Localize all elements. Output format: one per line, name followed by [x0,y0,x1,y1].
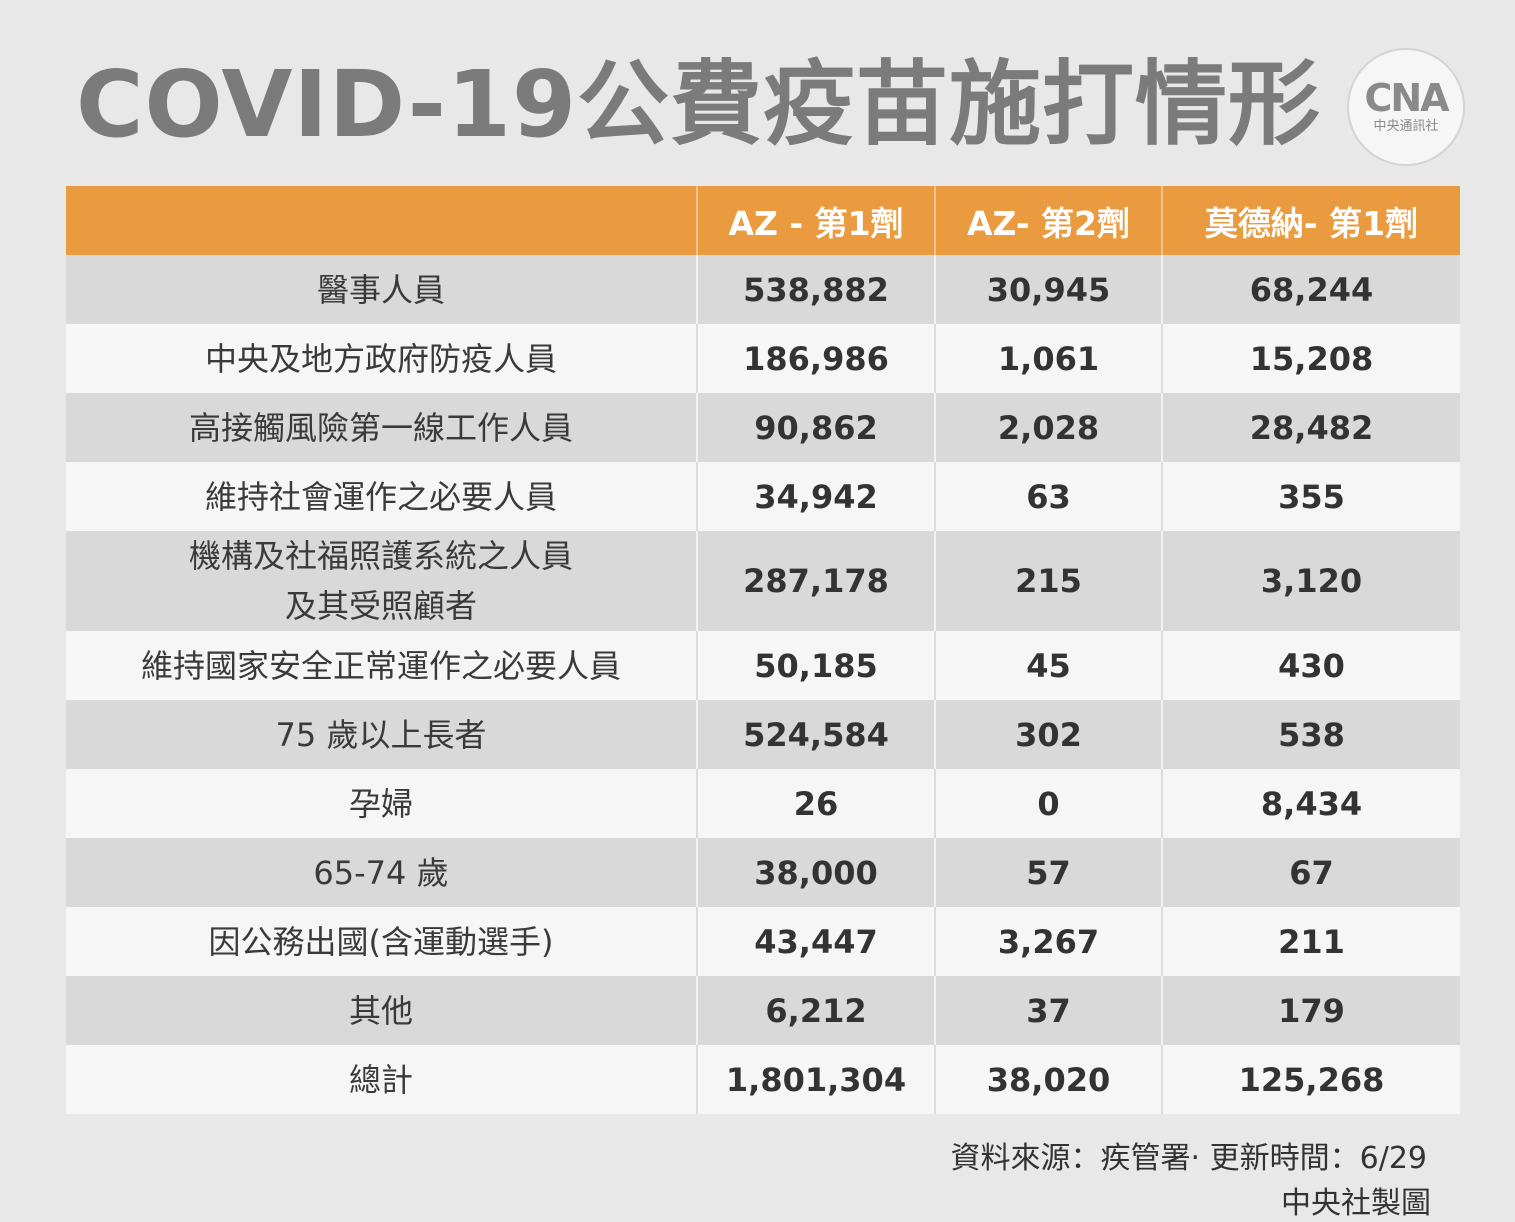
cell-moderna-dose1: 179 [1161,976,1460,1045]
row-label: 高接觸風險第一線工作人員 [66,393,697,462]
row-label-line: 總計 [348,1060,413,1099]
row-label-line: 高接觸風險第一線工作人員 [188,408,573,447]
row-label: 醫事人員 [66,255,697,324]
table-row: 維持國家安全正常運作之必要人員 50,185 45 430 [66,631,1460,700]
cell-az-dose2: 302 [934,700,1162,769]
row-label-line-2: 及其受照顧者 [284,587,477,625]
header-cell-category [66,186,697,255]
table-row: 高接觸風險第一線工作人員 90,862 2,028 28,482 [66,393,1460,462]
table-row: 75 歲以上長者 524,584 302 538 [66,700,1460,769]
cell-moderna-dose1: 355 [1161,462,1460,531]
cell-az-dose2: 1,061 [934,324,1162,393]
cell-az-dose1: 26 [696,769,935,838]
row-label-line: 孕婦 [348,784,413,823]
cell-az-dose1: 50,185 [696,631,935,700]
cell-moderna-dose1: 67 [1161,838,1460,907]
row-label: 65-74 歲 [66,838,697,907]
cell-az-dose1: 186,986 [696,324,935,393]
cell-moderna-dose1: 125,268 [1161,1045,1460,1114]
row-label: 其他 [66,976,697,1045]
cell-az-dose1: 287,178 [696,531,935,631]
row-label: 維持國家安全正常運作之必要人員 [66,631,697,700]
cell-moderna-dose1: 3,120 [1161,531,1460,631]
row-label-line: 中央及地方政府防疫人員 [204,339,557,378]
header-cell-moderna-dose1: 莫德納- 第1劑 [1161,186,1460,255]
row-label: 機構及社福照護系統之人員 及其受照顧者 [66,531,697,631]
row-label: 75 歲以上長者 [66,700,697,769]
cell-az-dose1: 34,942 [696,462,935,531]
cell-moderna-dose1: 15,208 [1161,324,1460,393]
cell-az-dose2: 3,267 [934,907,1162,976]
cell-az-dose2: 2,028 [934,393,1162,462]
cell-az-dose2: 37 [934,976,1162,1045]
row-label-line: 醫事人員 [316,270,445,309]
cna-logo: CNA 中央通訊社 [1347,48,1465,166]
cell-az-dose2: 45 [934,631,1162,700]
logo-subtitle: 中央通訊社 [1373,119,1439,134]
cell-az-dose1: 90,862 [696,393,935,462]
logo-mark: CNA [1364,76,1449,120]
cell-moderna-dose1: 28,482 [1161,393,1460,462]
header-cell-az-dose2: AZ- 第2劑 [934,186,1162,255]
row-label: 總計 [66,1045,697,1114]
cell-az-dose2: 57 [934,838,1162,907]
row-label: 因公務出國(含運動選手) [66,907,697,976]
cell-moderna-dose1: 68,244 [1161,255,1460,324]
header-cell-az-dose1: AZ - 第1劑 [696,186,935,255]
row-label-line: 維持國家安全正常運作之必要人員 [140,646,621,685]
cell-moderna-dose1: 430 [1161,631,1460,700]
table-row: 維持社會運作之必要人員 34,942 63 355 [66,462,1460,531]
cell-moderna-dose1: 211 [1161,907,1460,976]
cell-az-dose1: 538,882 [696,255,935,324]
cell-az-dose2: 0 [934,769,1162,838]
table-row: 其他 6,212 37 179 [66,976,1460,1045]
table-row: 孕婦 26 0 8,434 [66,769,1460,838]
vaccination-table: AZ - 第1劑 AZ- 第2劑 莫德納- 第1劑 醫事人員 538,882 30,… [66,186,1460,1114]
row-label-line: 因公務出國(含運動選手) [208,922,554,961]
table-row: 機構及社福照護系統之人員 及其受照顧者 287,178 215 3,120 [66,531,1460,631]
table-row: 因公務出國(含運動選手) 43,447 3,267 211 [66,907,1460,976]
row-label-line: 機構及社福照護系統之人員 [188,537,573,575]
cell-az-dose2: 63 [934,462,1162,531]
cell-az-dose2: 215 [934,531,1162,631]
row-label-line: 65-74 歲 [313,853,449,892]
table-row: 65-74 歲 38,000 57 67 [66,838,1460,907]
row-label: 孕婦 [66,769,697,838]
row-label: 維持社會運作之必要人員 [66,462,697,531]
cell-az-dose1: 1,801,304 [696,1045,935,1114]
table-row: 醫事人員 538,882 30,945 68,244 [66,255,1460,324]
cell-moderna-dose1: 8,434 [1161,769,1460,838]
cell-az-dose2: 30,945 [934,255,1162,324]
cell-az-dose1: 43,447 [696,907,935,976]
row-label-line: 其他 [348,991,413,1030]
table-row: 中央及地方政府防疫人員 186,986 1,061 15,208 [66,324,1460,393]
credit-note: 中央社製圖 [1281,1186,1431,1221]
header-row: AZ - 第1劑 AZ- 第2劑 莫德納- 第1劑 [66,186,1460,255]
cell-az-dose1: 524,584 [696,700,935,769]
row-label: 中央及地方政府防疫人員 [66,324,697,393]
row-label-line: 維持社會運作之必要人員 [204,477,557,516]
page-title: COVID-19公費疫苗施打情形 [76,51,1321,158]
table-row: 總計 1,801,304 38,020 125,268 [66,1045,1460,1114]
table-body: 醫事人員 538,882 30,945 68,244 中央及地方政府防疫人員 186,98… [66,255,1460,1114]
source-note: 資料來源：疾管署‧ 更新時間：6/29 [950,1141,1427,1176]
cell-az-dose1: 38,000 [696,838,935,907]
cell-az-dose1: 6,212 [696,976,935,1045]
cell-az-dose2: 38,020 [934,1045,1162,1114]
row-label-line: 75 歲以上長者 [275,715,487,754]
cell-moderna-dose1: 538 [1161,700,1460,769]
